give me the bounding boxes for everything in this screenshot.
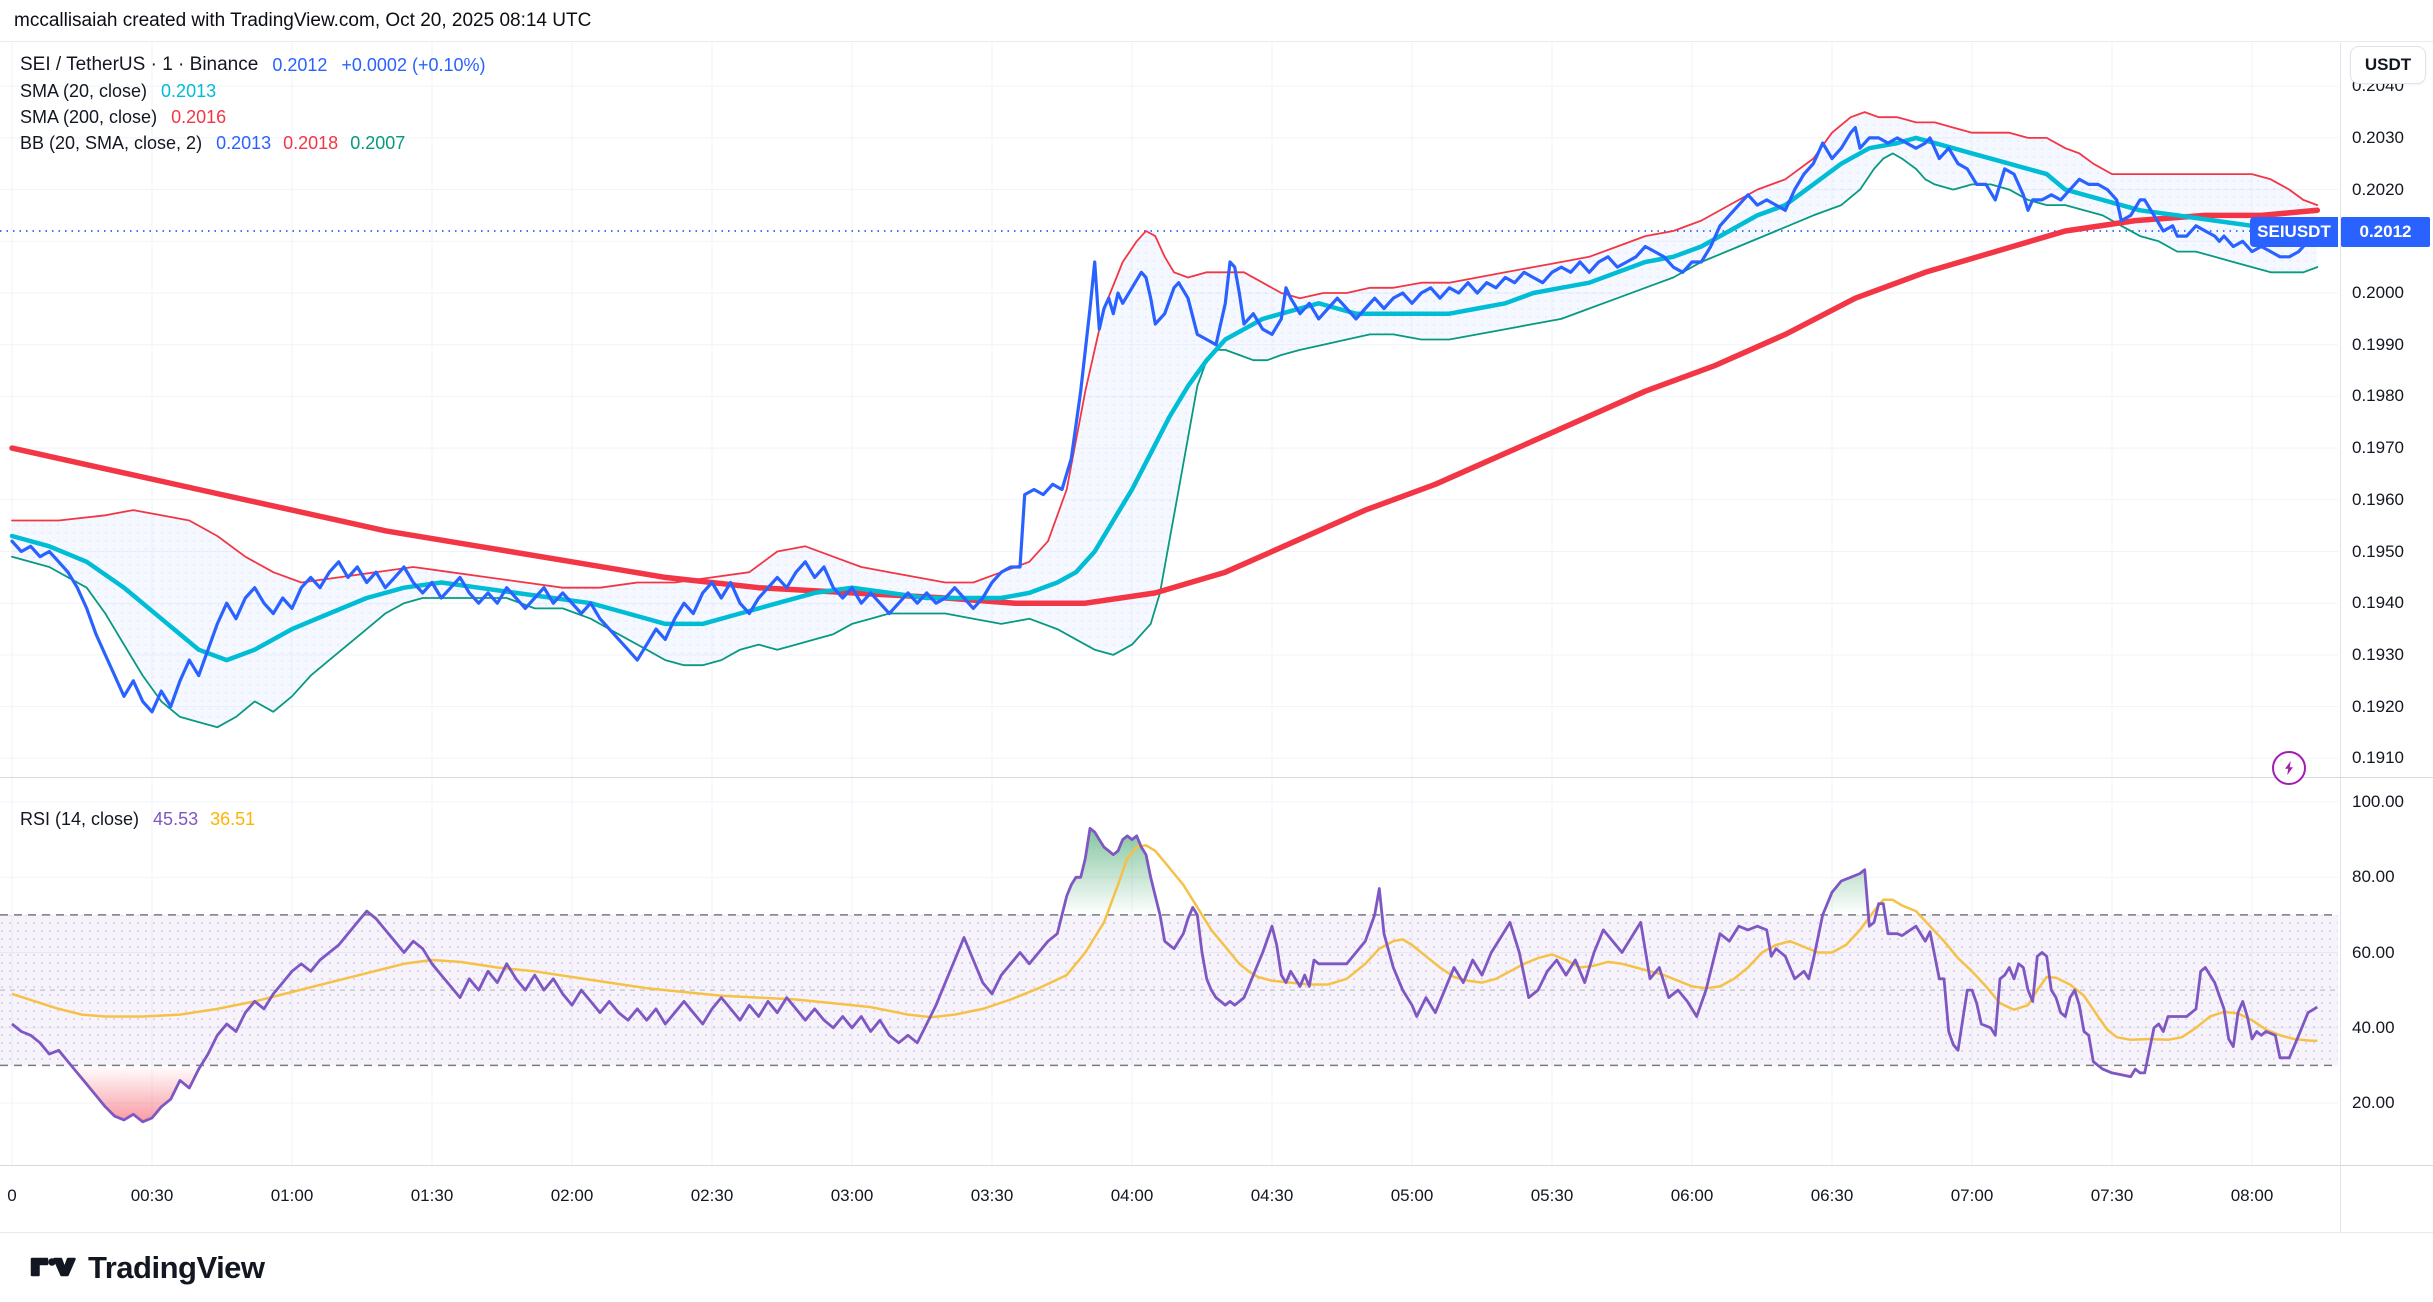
time-tick-02:00: 02:00 [550, 1186, 594, 1205]
indicator-value: 0.2013 [161, 80, 217, 101]
indicator-label: SMA (200, close) [20, 106, 158, 127]
price-tick-0.1990: 0.1990 [2352, 335, 2404, 354]
time-tick-07:00: 07:00 [1950, 1186, 1994, 1205]
time-tick-03:00: 03:00 [830, 1186, 874, 1205]
indicator-label: RSI (14, close) [20, 808, 140, 829]
time-axis-border [0, 1165, 2433, 1166]
rsi-chart-svg[interactable] [0, 777, 2340, 1165]
price-tick-0.1920: 0.1920 [2352, 697, 2404, 716]
time-tick-05:30: 05:30 [1530, 1186, 1574, 1205]
lightning-icon [2285, 760, 2293, 776]
attribution-text: mccallisaiah created with TradingView.co… [0, 0, 2433, 42]
pane-divider[interactable] [0, 777, 2433, 778]
indicator-values: 45.53 36.51 [153, 809, 255, 830]
indicator-value: 0.2016 [171, 106, 227, 127]
rsi-tick-40.00: 40.00 [2352, 1018, 2395, 1037]
symbol-legend-row[interactable]: SEI / TetherUS · 1 · Binance 0.2012 +0.0… [20, 52, 486, 78]
price-tick-0.1910: 0.1910 [2352, 748, 2404, 767]
rsi-tick-100.00: 100.00 [2352, 792, 2404, 811]
price-tick-0.2000: 0.2000 [2352, 283, 2404, 302]
price-tick-0.1970: 0.1970 [2352, 438, 2404, 457]
price-marker-value: 0.2012 [2341, 217, 2430, 247]
time-tick-04:30: 04:30 [1250, 1186, 1294, 1205]
brand-text: TradingView [88, 1250, 265, 1285]
price-marker-symbol: SEIUSDT [2250, 217, 2338, 247]
indicator-value: 0.2018 [283, 132, 339, 153]
indicator-values: 0.2013 0.2018 0.2007 [216, 133, 405, 154]
indicator-values: 0.2016 [171, 107, 226, 128]
tradingview-logo[interactable]: TradingView [30, 1243, 265, 1293]
indicator-label: BB (20, SMA, close, 2) [20, 132, 203, 153]
symbol-price: 0.2012 [272, 54, 328, 75]
time-tick-0: 0 [7, 1186, 17, 1205]
main-legend: SEI / TetherUS · 1 · Binance 0.2012 +0.0… [20, 52, 486, 156]
indicator-values: 0.2013 [161, 81, 216, 102]
time-tick-07:30: 07:30 [2090, 1186, 2134, 1205]
time-tick-00:30: 00:30 [130, 1186, 174, 1205]
time-tick-03:30: 03:30 [970, 1186, 1014, 1205]
rsi-tick-20.00: 20.00 [2352, 1093, 2395, 1112]
indicator-row-sma20[interactable]: SMA (20, close) 0.2013 [20, 78, 486, 104]
currency-chip[interactable]: USDT [2350, 46, 2426, 84]
price-tick-0.1950: 0.1950 [2352, 542, 2404, 561]
time-tick-06:00: 06:00 [1670, 1186, 1714, 1205]
time-tick-08:00: 08:00 [2230, 1186, 2274, 1205]
price-tick-0.1960: 0.1960 [2352, 490, 2404, 509]
rsi-legend: RSI (14, close) 45.53 36.51 [20, 806, 255, 832]
symbol-title: SEI / TetherUS · 1 · Binance [20, 54, 259, 75]
indicator-label: SMA (20, close) [20, 80, 148, 101]
chart-bottom-border [0, 1232, 2433, 1233]
price-tick-0.1930: 0.1930 [2352, 645, 2404, 664]
price-tick-0.2020: 0.2020 [2352, 180, 2404, 199]
price-chart-svg[interactable] [0, 43, 2340, 777]
rsi-tick-80.00: 80.00 [2352, 867, 2395, 886]
indicator-row-bb[interactable]: BB (20, SMA, close, 2) 0.2013 0.2018 0.200… [20, 130, 486, 156]
instant-order-button[interactable] [2272, 751, 2306, 785]
indicator-row-sma200[interactable]: SMA (200, close) 0.2016 [20, 104, 486, 130]
indicator-value: 0.2013 [216, 132, 272, 153]
time-tick-01:00: 01:00 [270, 1186, 314, 1205]
time-tick-01:30: 01:30 [410, 1186, 454, 1205]
price-axis-border [2340, 43, 2341, 1232]
time-tick-05:00: 05:00 [1390, 1186, 1434, 1205]
indicator-value: 36.51 [210, 808, 256, 829]
rsi-tick-60.00: 60.00 [2352, 943, 2395, 962]
indicator-value: 0.2007 [350, 132, 406, 153]
time-tick-06:30: 06:30 [1810, 1186, 1854, 1205]
time-tick-02:30: 02:30 [690, 1186, 734, 1205]
symbol-change: +0.0002 (+0.10%) [341, 54, 486, 75]
indicator-row-rsi[interactable]: RSI (14, close) 45.53 36.51 [20, 806, 255, 832]
indicator-value: 45.53 [153, 808, 199, 829]
tradingview-glyph-icon [30, 1257, 76, 1277]
time-tick-04:00: 04:00 [1110, 1186, 1154, 1205]
price-tick-0.2030: 0.2030 [2352, 128, 2404, 147]
price-tick-0.1980: 0.1980 [2352, 386, 2404, 405]
price-tick-0.1940: 0.1940 [2352, 593, 2404, 612]
